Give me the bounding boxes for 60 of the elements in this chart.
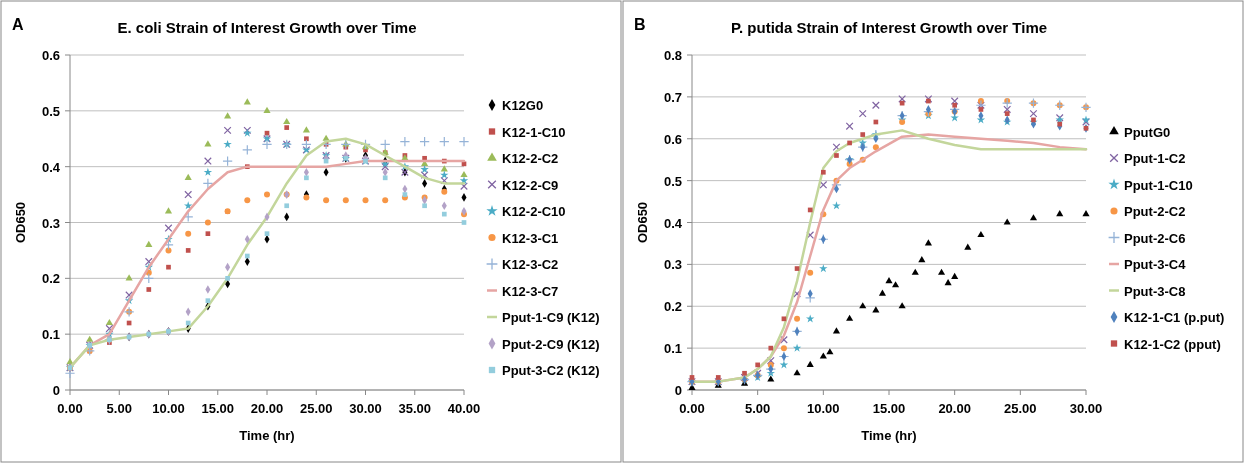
legend-label: PputG0: [1124, 124, 1171, 140]
y-tick-label: 0.4: [41, 159, 61, 175]
x-tick-label: 15.00: [872, 401, 906, 416]
x-tick-label: 20.00: [250, 401, 284, 416]
legend-label: Pput-1-C10: [1124, 177, 1193, 193]
legend-label: Pput-3-C8: [1124, 283, 1186, 299]
y-tick-label: 0.3: [41, 215, 60, 231]
y-tick-label: 0.1: [663, 341, 682, 357]
y-tick-label: 0.6: [663, 131, 682, 147]
x-tick-label: 35.00: [398, 401, 432, 416]
text: A: [12, 16, 24, 33]
x-tick-label: 30.00: [1069, 401, 1103, 416]
legend-label: Pput-1-C2: [1124, 151, 1186, 166]
y-tick-label: 0.4: [663, 215, 683, 231]
x-tick-label: 10.00: [807, 401, 840, 416]
legend-label: Pput-2-C6: [1124, 230, 1186, 246]
x-tick-label: 5.00: [745, 401, 771, 416]
y-tick-label: 0.2: [663, 299, 682, 315]
x-tick-label: 5.00: [106, 401, 132, 416]
y-tick-label: 0.7: [663, 89, 682, 105]
legend-label: Pput-3-C4: [1124, 257, 1187, 272]
legend-label: Pput-3-C2 (K12): [502, 363, 600, 378]
y-tick-label: 0.5: [41, 103, 60, 119]
legend-label: K12-1-C2 (pput): [1124, 336, 1221, 352]
legend-label: K12-2-C9: [502, 177, 559, 193]
y-tick-label: 0: [52, 383, 60, 398]
y-tick-label: 0.5: [663, 173, 682, 189]
y-tick-label: 0.3: [663, 257, 682, 273]
legend-label: Pput-2-C9 (K12): [502, 336, 600, 352]
y-tick-label: 0: [674, 383, 682, 398]
x-tick-label: 30.00: [349, 401, 382, 416]
legend-label: Pput-2-C2: [1124, 204, 1186, 219]
x-tick-label: 15.00: [201, 401, 235, 416]
y-tick-label: 0.6: [41, 48, 60, 63]
x-tick-label: 0.00: [679, 401, 705, 416]
legend-label: K12-1-C1 (p.put): [1124, 310, 1225, 325]
x-tick-label: 25.00: [299, 401, 333, 416]
legend-label: K12-3-C2: [502, 257, 559, 272]
x-axis-title: Time (hr): [239, 428, 295, 443]
y-tick-label: 0.2: [41, 271, 60, 287]
x-tick-label: 10.00: [152, 401, 185, 416]
text: B: [634, 16, 646, 33]
x-tick-label: 20.00: [938, 401, 971, 416]
x-tick-label: 40.00: [447, 401, 481, 416]
y-axis-title: OD650: [13, 201, 28, 244]
y-tick-label: 0.8: [663, 48, 682, 63]
legend-label: Pput-1-C9 (K12): [502, 310, 600, 325]
y-axis-title: OD650: [635, 201, 650, 244]
legend-label: K12-1-C10: [502, 124, 566, 140]
legend-label: K12-2-C10: [502, 204, 566, 219]
legend-label: K12-2-C2: [502, 151, 559, 166]
chart-title: P. putida Strain of Interest Growth over Time: [730, 19, 1048, 36]
chart-title: E. coli Strain of Interest Growth over Time: [117, 19, 417, 36]
y-tick-label: 0.1: [41, 327, 60, 343]
legend-label: K12G0: [502, 98, 544, 113]
x-tick-label: 0.00: [57, 401, 83, 416]
legend-label: K12-3-C7: [502, 283, 559, 299]
legend-label: K12-3-C1: [502, 230, 559, 246]
x-axis-title: Time (hr): [861, 428, 917, 443]
x-tick-label: 25.00: [1004, 401, 1037, 416]
